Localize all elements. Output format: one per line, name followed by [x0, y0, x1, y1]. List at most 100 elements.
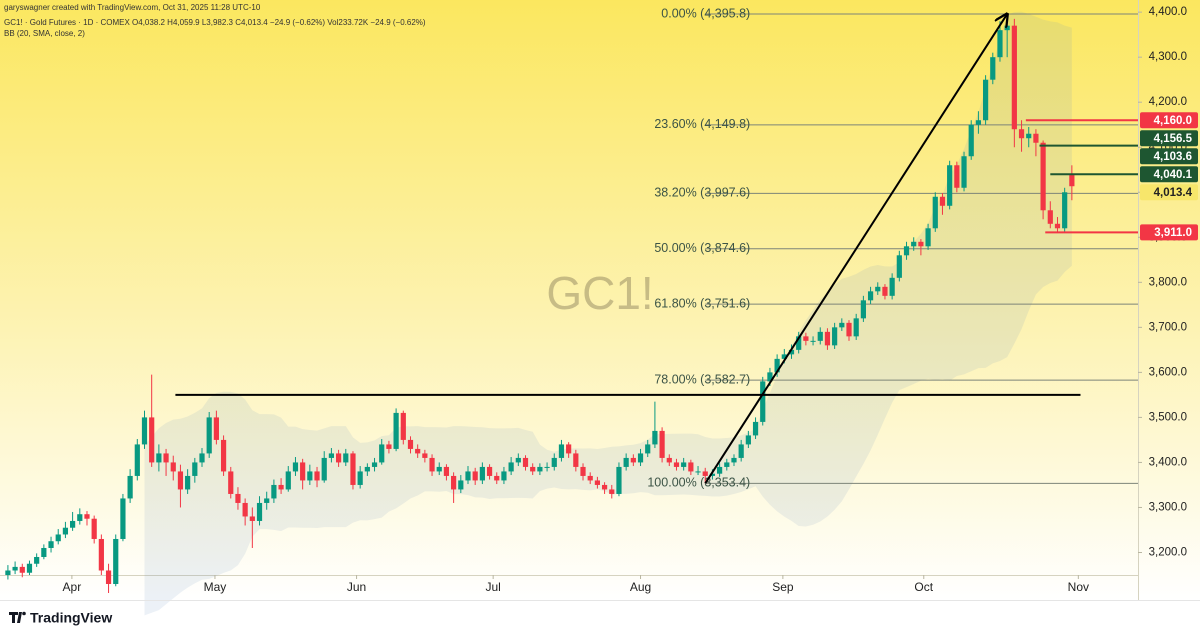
candle-body	[616, 466, 622, 494]
candle-body	[185, 475, 191, 490]
candle-body	[371, 462, 378, 467]
candle-body	[781, 354, 787, 359]
plot-area: 0.00% (4,395.8) 23.60% (4,149.8) 38.20% (3…	[5, 6, 1138, 616]
candle-body	[925, 228, 931, 247]
candle-body	[537, 466, 543, 472]
candle-body	[48, 541, 54, 548]
y-tick-label: 3,300.0	[1149, 501, 1187, 513]
candle-body	[141, 417, 148, 445]
candle-body	[911, 241, 917, 247]
candle-body	[717, 466, 723, 474]
candle-body	[41, 547, 47, 557]
candle-body	[1047, 210, 1053, 224]
candle-body	[623, 457, 629, 467]
price-tag	[1140, 224, 1198, 241]
candle-body	[659, 430, 665, 458]
candle-body	[321, 457, 327, 481]
candle-body	[867, 291, 874, 301]
y-tick-label: 3,800.0	[1149, 276, 1187, 288]
candle-body	[70, 520, 76, 528]
symbol-line: GC1! · Gold Futures · 1D · COMEX O4,038.…	[4, 18, 426, 27]
candle-body	[436, 466, 442, 472]
candle-body	[213, 417, 219, 440]
candle-body	[343, 453, 349, 463]
candle-body	[335, 453, 342, 463]
logo-icon	[9, 612, 22, 623]
candle-body	[702, 471, 708, 476]
candle-body	[1040, 142, 1046, 211]
candle-body	[55, 534, 61, 542]
candle-body	[113, 538, 119, 585]
candle-body	[666, 457, 672, 463]
candle-body	[752, 421, 759, 436]
candle-body	[379, 444, 385, 463]
candle-body	[889, 277, 895, 296]
candle-body	[5, 570, 11, 575]
arrow	[704, 14, 1007, 484]
indicator-label: BB (20, SMA, close, 2)	[4, 29, 85, 38]
x-tick-label: Sep	[772, 580, 794, 594]
candle-body	[961, 156, 967, 188]
candle-body	[206, 417, 212, 454]
candle-body	[407, 439, 414, 449]
candle-body	[788, 349, 795, 355]
x-tick-label: Jul	[485, 580, 500, 594]
candle-body	[796, 336, 802, 350]
candle-body	[681, 462, 687, 467]
candle-body	[91, 518, 97, 539]
candle-body	[731, 457, 737, 463]
candle-body	[386, 444, 392, 449]
candle-body	[314, 471, 320, 481]
candle-body	[84, 514, 90, 519]
y-tick-label: 4,200.0	[1149, 96, 1187, 108]
candle-body	[271, 484, 277, 499]
price-tag-label: 4,156.5	[1154, 133, 1193, 145]
candle-body	[824, 331, 831, 346]
candle-body	[709, 473, 716, 476]
candle-body	[170, 462, 176, 472]
candle-body	[228, 471, 234, 494]
footer-brand: TradingView	[30, 610, 112, 626]
candle-body	[688, 462, 694, 472]
candle-body	[256, 502, 263, 521]
x-tick-label: Aug	[630, 580, 651, 594]
candle-body	[522, 457, 529, 467]
candle-body	[242, 502, 248, 517]
candle-body	[1026, 133, 1032, 139]
candle-body	[832, 327, 838, 346]
x-tick-label: Nov	[1068, 580, 1089, 594]
candle-body	[551, 457, 557, 467]
price-tag	[1140, 166, 1198, 183]
candle-body	[918, 241, 924, 247]
fib-label: 0.00% (4,395.8)	[661, 6, 750, 20]
candle-body	[573, 453, 579, 467]
candle-body	[451, 475, 457, 490]
candle-body	[465, 471, 471, 481]
credit: garyswagner created with TradingView.com…	[4, 3, 261, 12]
candle-body	[156, 453, 162, 463]
candle-body	[1004, 25, 1010, 31]
fib-label: 61.80% (3,751.6)	[654, 296, 750, 310]
candle-body	[932, 196, 938, 229]
candle-body	[645, 444, 651, 454]
price-tag-label: 4,103.6	[1154, 151, 1192, 163]
price-tag-label: 3,911.0	[1154, 227, 1192, 239]
candle-body	[501, 471, 507, 481]
candle-body	[192, 462, 198, 476]
candle-body	[364, 466, 370, 472]
price-tag-label: 4,013.4	[1154, 187, 1193, 199]
candle-body	[285, 471, 291, 490]
price-tag	[1140, 130, 1198, 147]
price-tag	[1140, 148, 1198, 165]
x-tick-label: May	[204, 580, 227, 594]
candle-body	[1011, 25, 1017, 130]
candle-body	[235, 493, 241, 503]
candle-body	[1054, 223, 1061, 229]
candle-body	[530, 466, 536, 472]
candle-body	[1062, 192, 1068, 229]
candle-body	[968, 124, 974, 157]
candle-body	[580, 466, 586, 476]
candle-body	[220, 439, 227, 472]
candle-body	[997, 30, 1003, 58]
